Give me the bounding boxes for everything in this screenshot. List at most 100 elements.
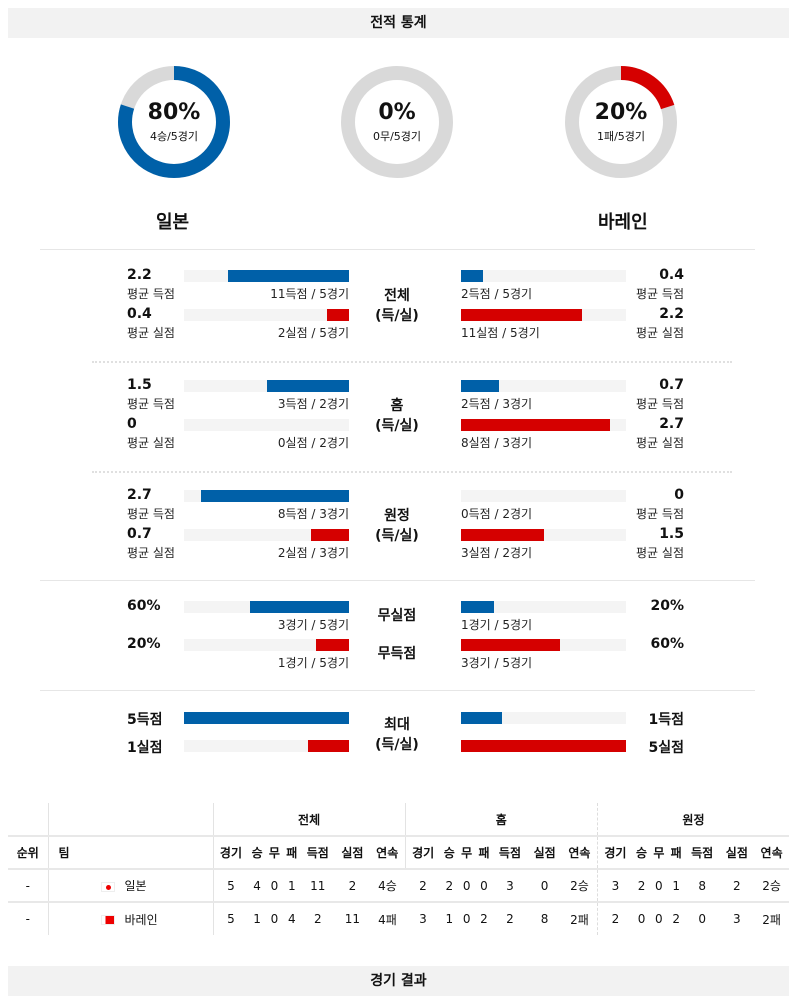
- stat-cell: 3: [733, 912, 741, 926]
- home-stat-label: 평균 실점: [127, 546, 175, 560]
- away-stat-label: 평균 득점: [636, 397, 684, 411]
- home-bar-fill: [266, 380, 349, 392]
- home-bar-fill: [184, 712, 349, 724]
- category-label: 전체 (득/실): [352, 286, 442, 326]
- away-bar-fill: [461, 380, 500, 392]
- home-clean-value: 20%: [127, 636, 161, 652]
- bahrain-flag-icon: [100, 915, 115, 925]
- donut-chart: 80% 4승/5경기: [118, 66, 230, 178]
- stat-cell: 3: [492, 869, 528, 903]
- stat-cell: 0: [527, 869, 562, 903]
- stat-cell: 8: [540, 912, 549, 926]
- column-header: 승: [248, 836, 266, 870]
- stat-cell: 2: [405, 869, 441, 903]
- away-bar-track: [461, 712, 626, 724]
- stat-cell: 2승: [754, 869, 789, 903]
- table-row: - 바레인 5 1 0 4 2 11 4패 3 1 0 2 2 8 2패 2 0 0 2 0 3 2패: [8, 902, 789, 935]
- away-stat-count: 3실점 / 2경기: [461, 546, 533, 560]
- column-header: 득점: [684, 836, 720, 870]
- dotted-divider: [92, 471, 732, 473]
- home-max-value: 1실점: [127, 740, 163, 756]
- away-stat-count: 0득점 / 2경기: [461, 507, 533, 521]
- japan-flag-icon: [100, 881, 115, 892]
- home-bar-fill: [307, 740, 349, 752]
- away-bar-track: [461, 601, 626, 613]
- category-line1: 원정: [384, 508, 410, 524]
- home-stat-value: 0.4: [127, 306, 152, 322]
- home-bar-track: [184, 712, 349, 724]
- away-stat-value: 0: [674, 487, 684, 503]
- home-clean-count: 3경기 / 5경기: [277, 618, 349, 632]
- stat-cell: 8: [684, 869, 720, 903]
- donut-subtitle: 4승/5경기: [149, 130, 199, 143]
- away-bar-track: [461, 419, 626, 431]
- away-bar-fill: [461, 309, 582, 321]
- home-bar-fill: [250, 601, 349, 613]
- donut-percent: 0%: [378, 100, 416, 125]
- away-stat-value: 0.4: [659, 267, 684, 283]
- away-bar-fill: [461, 529, 544, 541]
- home-clean-value: 60%: [127, 598, 161, 614]
- stat-cell: 4: [248, 869, 266, 903]
- column-header: 실점: [527, 836, 562, 870]
- away-stat-label: 평균 실점: [636, 546, 684, 560]
- category-line1: 전체: [384, 288, 410, 304]
- away-clean-count: 1경기 / 5경기: [461, 618, 533, 632]
- away-stat-label: 평균 실점: [636, 326, 684, 340]
- home-stat-value: 2.7: [127, 487, 152, 503]
- away-stat-label: 평균 실점: [636, 436, 684, 450]
- category-line2: (득/실): [375, 418, 419, 434]
- home-stat-count: 2실점 / 5경기: [277, 326, 349, 340]
- category-line2: (득/실): [375, 308, 419, 324]
- section-header-results: 경기 결과: [8, 966, 789, 996]
- stat-cell: 5: [212, 902, 249, 935]
- category-line2: (득/실): [375, 737, 419, 753]
- stat-cell: 1: [667, 869, 685, 903]
- blank-cell: [47, 803, 213, 837]
- category-line2: (득/실): [375, 528, 419, 544]
- rank-cell: -: [8, 869, 48, 903]
- away-bar-track: [461, 309, 626, 321]
- category-label: 최대 (득/실): [352, 715, 442, 755]
- divider: [40, 690, 755, 691]
- home-bar-fill: [316, 639, 349, 651]
- home-stat-count: 0실점 / 2경기: [277, 436, 349, 450]
- stat-cell: 2: [506, 912, 514, 926]
- away-clean-count: 3경기 / 5경기: [461, 656, 533, 670]
- divider: [40, 580, 755, 581]
- stat-cell: 4: [287, 912, 296, 926]
- home-stat-value: 0: [127, 416, 137, 432]
- away-bar-fill: [461, 712, 503, 724]
- away-stat-label: 평균 득점: [636, 507, 684, 521]
- home-max-value: 5득점: [127, 712, 163, 728]
- away-bar-fill: [461, 740, 626, 752]
- home-bar-track: [184, 380, 349, 392]
- column-header: 패: [283, 836, 301, 870]
- stat-cell: 0: [698, 912, 706, 926]
- donut-percent: 80%: [147, 100, 201, 125]
- donut-chart: 20% 1패/5경기: [565, 66, 677, 178]
- category-label: 원정 (득/실): [352, 506, 442, 546]
- blank-cell: [8, 803, 48, 837]
- home-bar-track: [184, 270, 349, 282]
- stat-cell: 2: [313, 912, 322, 926]
- dotted-divider: [92, 361, 732, 363]
- away-stat-value: 2.2: [659, 306, 684, 322]
- away-clean-value: 60%: [650, 636, 684, 652]
- home-stat-label: 평균 실점: [127, 326, 175, 340]
- column-header: 패: [475, 836, 493, 870]
- donut-chart: 0% 0무/5경기: [341, 66, 453, 178]
- away-bar-fill: [461, 270, 483, 282]
- stat-cell: 0: [655, 912, 663, 926]
- home-stat-count: 3득점 / 2경기: [277, 397, 349, 411]
- home-bar-track: [184, 639, 349, 651]
- stat-cell: 2: [480, 912, 488, 926]
- stat-cell: 2: [596, 902, 633, 935]
- column-header: 득점: [492, 836, 528, 870]
- column-header: 무: [265, 836, 284, 870]
- stat-cell: 0: [462, 912, 471, 926]
- column-header: 실점: [719, 836, 755, 870]
- standings-table: 전체 홈 원정 순위 팀 경기 승 무 패 득점 실점 연속 경기 승 무 패 득점 실점 연속 경기 승 무 패 득점 실점 연…: [8, 803, 789, 935]
- category-label: 무실점: [377, 608, 417, 624]
- away-bar-track: [461, 740, 626, 752]
